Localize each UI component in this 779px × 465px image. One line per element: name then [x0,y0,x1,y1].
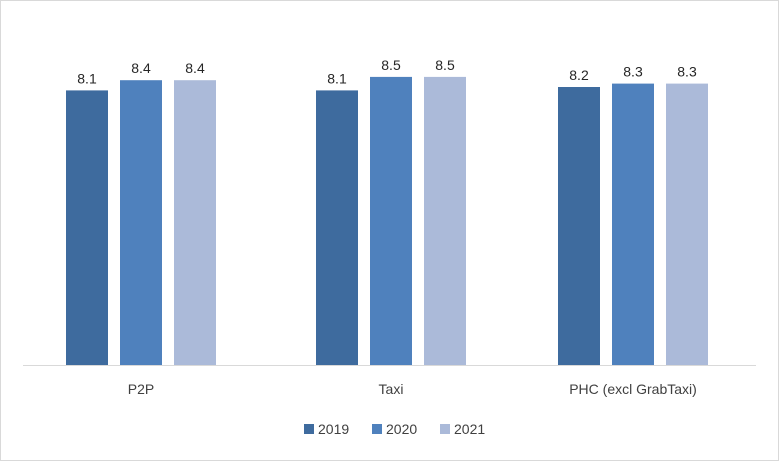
legend-label-2019: 2019 [318,421,349,437]
data-label: 8.5 [435,57,455,73]
legend-swatch-2021 [440,424,450,434]
data-label: 8.3 [623,64,643,80]
legend-swatch-2019 [304,424,314,434]
category-labels-layer: P2P Taxi PHC (excl GrabTaxi) [128,381,697,397]
data-labels-layer: 8.1 8.4 8.4 8.1 8.5 8.5 8.2 8.3 8.3 [77,57,697,87]
data-label: 8.4 [131,60,151,76]
bar-2020-p2p [120,80,162,365]
data-label: 8.5 [381,57,401,73]
legend-swatch-2020 [372,424,382,434]
bar-2019-phc-excl-grabtaxi- [558,87,600,365]
data-label: 8.3 [677,64,697,80]
data-label: 8.4 [185,60,205,76]
bar-2021-taxi [424,76,466,366]
bar-2019-p2p [66,90,108,366]
category-label: P2P [128,381,154,397]
legend: 2019 2020 2021 [304,421,485,437]
category-label: PHC (excl GrabTaxi) [569,381,697,397]
bar-2021-phc-excl-grabtaxi- [666,83,708,365]
bar-2020-taxi [370,76,412,366]
category-label: Taxi [379,381,404,397]
data-label: 8.1 [327,70,347,86]
bar-2019-taxi [316,90,358,366]
bar-2021-p2p [174,80,216,365]
data-label: 8.2 [569,67,589,83]
bars-layer [66,76,708,366]
bar-2020-phc-excl-grabtaxi- [612,83,654,365]
legend-label-2020: 2020 [386,421,417,437]
legend-label-2021: 2021 [454,421,485,437]
data-label: 8.1 [77,70,97,86]
